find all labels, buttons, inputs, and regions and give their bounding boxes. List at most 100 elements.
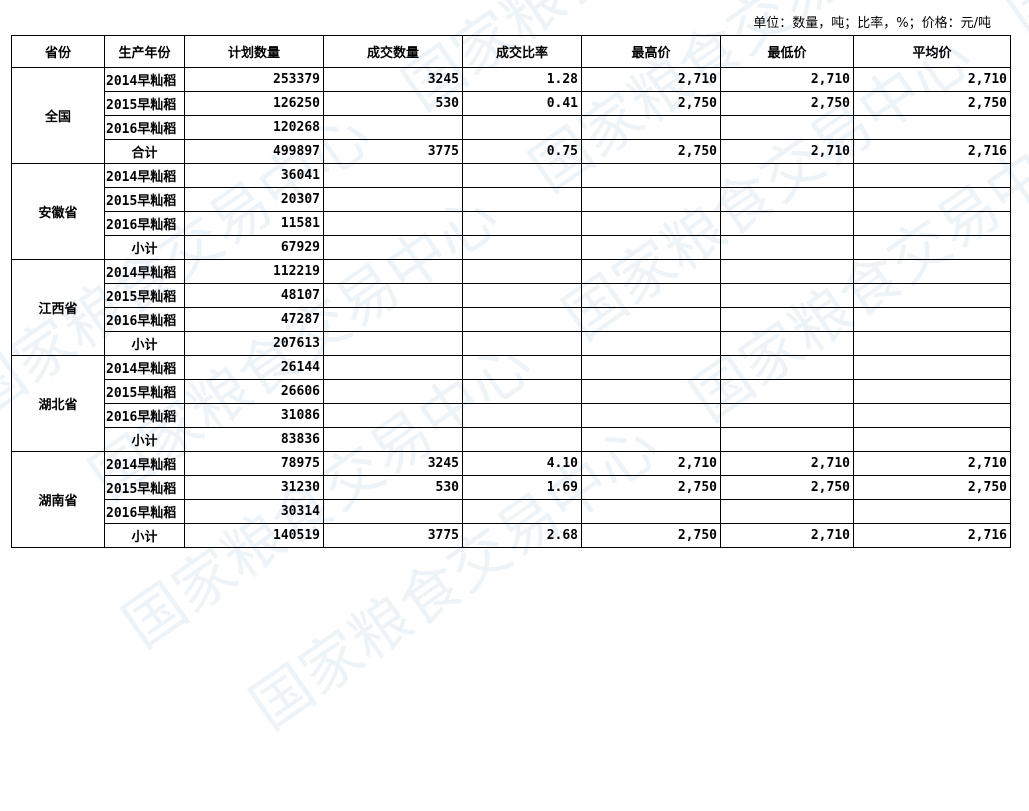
avg-price-cell: 2,716 — [853, 139, 1011, 164]
avg-price-cell: 2,710 — [853, 451, 1011, 476]
avg-price-cell — [853, 379, 1011, 404]
deal-qty-cell — [323, 187, 463, 212]
deal-qty-cell — [323, 283, 463, 308]
table-row: 小计 67929 — [12, 235, 1011, 260]
avg-price-cell — [853, 403, 1011, 428]
min-price-cell — [720, 403, 854, 428]
max-price-cell — [581, 379, 721, 404]
planned-qty-cell: 48107 — [184, 283, 324, 308]
year-cell: 2016早籼稻 — [104, 211, 185, 236]
deal-ratio-cell — [462, 259, 582, 284]
year-cell: 2016早籼稻 — [104, 115, 185, 140]
max-price-cell — [581, 187, 721, 212]
deal-ratio-cell — [462, 235, 582, 260]
deal-ratio-cell — [462, 331, 582, 356]
planned-qty-cell: 30314 — [184, 499, 324, 524]
avg-price-cell: 2,750 — [853, 91, 1011, 116]
deal-ratio-cell — [462, 163, 582, 188]
table-row: 2015早籼稻 126250 530 0.41 2,750 2,750 2,750 — [12, 91, 1011, 116]
province-cell: 湖南省 — [11, 451, 105, 548]
year-cell: 小计 — [104, 427, 185, 452]
min-price-cell: 2,710 — [720, 139, 854, 164]
max-price-cell: 2,710 — [581, 451, 721, 476]
min-price-cell — [720, 235, 854, 260]
table-row: 2016早籼稻 11581 — [12, 211, 1011, 236]
province-cell: 江西省 — [11, 259, 105, 356]
header-row: 省份 生产年份 计划数量 成交数量 成交比率 最高价 最低价 平均价 — [11, 35, 1011, 68]
year-cell: 2016早籼稻 — [104, 499, 185, 524]
year-cell: 小计 — [104, 523, 185, 548]
max-price-cell — [581, 403, 721, 428]
table-row: 湖南省 2014早籼稻 78975 3245 4.10 2,710 2,710 2,710 — [11, 451, 1011, 548]
column-header: 省份 — [11, 35, 105, 68]
max-price-cell — [581, 259, 721, 284]
min-price-cell — [720, 211, 854, 236]
planned-qty-cell: 47287 — [184, 307, 324, 332]
deal-qty-cell: 3775 — [323, 523, 463, 548]
year-cell: 小计 — [104, 235, 185, 260]
avg-price-cell: 2,710 — [853, 67, 1011, 92]
table-row: 2016早籼稻 30314 — [12, 499, 1011, 524]
max-price-cell — [581, 331, 721, 356]
deal-ratio-cell — [462, 283, 582, 308]
deal-qty-cell — [323, 427, 463, 452]
deal-ratio-cell: 1.28 — [462, 67, 582, 92]
column-header: 生产年份 — [104, 35, 185, 68]
planned-qty-cell: 112219 — [184, 259, 324, 284]
year-cell: 合计 — [104, 139, 185, 164]
table-row: 2015早籼稻 26606 — [12, 379, 1011, 404]
table-row: 安徽省 2014早籼稻 36041 — [11, 163, 1011, 260]
avg-price-cell — [853, 307, 1011, 332]
min-price-cell — [720, 427, 854, 452]
deal-qty-cell: 3245 — [323, 451, 463, 476]
max-price-cell — [581, 427, 721, 452]
avg-price-cell — [853, 211, 1011, 236]
table-row: 2015早籼稻 20307 — [12, 187, 1011, 212]
table-row: 小计 83836 — [12, 427, 1011, 452]
table-row: 2015早籼稻 31230 530 1.69 2,750 2,750 2,750 — [12, 475, 1011, 500]
min-price-cell — [720, 331, 854, 356]
planned-qty-cell: 499897 — [184, 139, 324, 164]
year-cell: 2016早籼稻 — [104, 307, 185, 332]
deal-qty-cell — [323, 163, 463, 188]
year-cell: 2015早籼稻 — [104, 379, 185, 404]
column-header: 成交数量 — [323, 35, 463, 68]
year-cell: 2015早籼稻 — [104, 91, 185, 116]
column-header: 最高价 — [581, 35, 721, 68]
year-cell: 2014早籼稻 — [104, 67, 185, 92]
min-price-cell — [720, 187, 854, 212]
deal-qty-cell: 3245 — [323, 67, 463, 92]
min-price-cell — [720, 283, 854, 308]
deal-qty-cell: 3775 — [323, 139, 463, 164]
avg-price-cell — [853, 427, 1011, 452]
unit-note: 单位：数量，吨；比率，%；价格：元/吨 — [753, 16, 991, 31]
avg-price-cell — [853, 115, 1011, 140]
avg-price-cell — [853, 499, 1011, 524]
deal-qty-cell — [323, 259, 463, 284]
max-price-cell — [581, 235, 721, 260]
deal-qty-cell — [323, 379, 463, 404]
max-price-cell — [581, 163, 721, 188]
year-cell: 2016早籼稻 — [104, 403, 185, 428]
min-price-cell: 2,710 — [720, 451, 854, 476]
deal-qty-cell: 530 — [323, 475, 463, 500]
column-header: 平均价 — [853, 35, 1011, 68]
min-price-cell — [720, 307, 854, 332]
year-cell: 2014早籼稻 — [104, 163, 185, 188]
year-cell: 小计 — [104, 331, 185, 356]
planned-qty-cell: 207613 — [184, 331, 324, 356]
max-price-cell — [581, 499, 721, 524]
table-row: 合计 499897 3775 0.75 2,750 2,710 2,716 — [12, 139, 1011, 164]
avg-price-cell — [853, 187, 1011, 212]
min-price-cell — [720, 499, 854, 524]
avg-price-cell — [853, 163, 1011, 188]
deal-ratio-cell: 2.68 — [462, 523, 582, 548]
planned-qty-cell: 11581 — [184, 211, 324, 236]
deal-qty-cell — [323, 355, 463, 380]
max-price-cell — [581, 283, 721, 308]
province-cell: 安徽省 — [11, 163, 105, 260]
avg-price-cell — [853, 355, 1011, 380]
deal-ratio-cell — [462, 427, 582, 452]
planned-qty-cell: 31086 — [184, 403, 324, 428]
deal-qty-cell — [323, 307, 463, 332]
